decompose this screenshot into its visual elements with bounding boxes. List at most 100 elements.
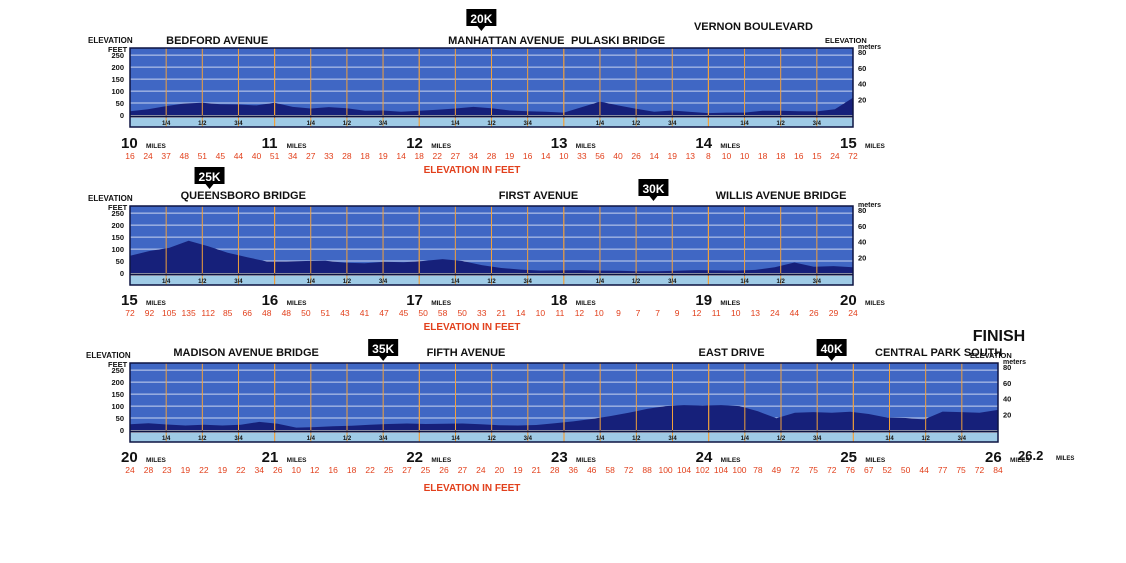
elevation-value: 72 xyxy=(790,465,800,475)
elevation-value: 41 xyxy=(360,308,370,318)
quarter-mile-label: 3/4 xyxy=(813,279,822,285)
quarter-mile-label: 1/4 xyxy=(451,279,460,285)
miles-word: MILES xyxy=(146,300,167,307)
y-tick-meters: 60 xyxy=(1003,379,1011,388)
elevation-value: 34 xyxy=(469,151,479,161)
quarter-mile-label: 1/4 xyxy=(741,436,750,442)
quarter-mile-label: 1/2 xyxy=(632,121,641,127)
finish-label: FINISH xyxy=(973,328,1025,345)
y-tick-feet: 250 xyxy=(111,51,124,60)
quarter-mile-label: 1/4 xyxy=(307,436,316,442)
elevation-value: 14 xyxy=(649,151,659,161)
elevation-value: 27 xyxy=(306,151,316,161)
elevation-value: 43 xyxy=(340,308,350,318)
elevation-value: 72 xyxy=(848,151,858,161)
y-tick-meters: 40 xyxy=(858,238,866,247)
elevation-value: 44 xyxy=(234,151,244,161)
elevation-value: 66 xyxy=(243,308,253,318)
y-tick-feet: 150 xyxy=(111,390,124,399)
elevation-value: 20 xyxy=(495,465,505,475)
elevation-value: 51 xyxy=(198,151,208,161)
elevation-value: 34 xyxy=(288,151,298,161)
elevation-value: 10 xyxy=(722,151,732,161)
place-label: CENTRAL PARK SOUTH xyxy=(875,347,1002,359)
miles-word-final: MILES xyxy=(1056,456,1074,462)
km-marker: 35K xyxy=(372,342,394,356)
quarter-mile-label: 1/4 xyxy=(596,436,605,442)
quarter-mile-label: 3/4 xyxy=(379,121,388,127)
km-marker-bg xyxy=(194,167,225,184)
elevation-value: 26 xyxy=(273,465,283,475)
y-tick-meters: 20 xyxy=(1003,410,1011,419)
elevation-value: 46 xyxy=(587,465,597,475)
mile-number: 12 xyxy=(406,135,423,152)
elevation-value: 84 xyxy=(993,465,1003,475)
y-tick-feet: 200 xyxy=(111,63,124,72)
mile-number: 23 xyxy=(551,449,568,466)
elevation-value: 14 xyxy=(396,151,406,161)
quarter-mile-label: 1/4 xyxy=(451,436,460,442)
place-label: MADISON AVENUE BRIDGE xyxy=(173,347,318,359)
elevation-value: 48 xyxy=(282,308,292,318)
elevation-value: 56 xyxy=(595,151,605,161)
quarter-mile-label: 1/4 xyxy=(740,279,749,285)
quarter-mile-label: 3/4 xyxy=(379,279,388,285)
elevation-value: 51 xyxy=(270,151,280,161)
quarter-mile-label: 1/2 xyxy=(777,279,786,285)
quarter-mile-label: 1/4 xyxy=(307,121,316,127)
elevation-value: 29 xyxy=(829,308,839,318)
elevation-value: 77 xyxy=(938,465,948,475)
quarter-mile-label: 1/4 xyxy=(451,121,460,127)
elevation-value: 51 xyxy=(321,308,331,318)
y-tick-feet: 200 xyxy=(111,221,124,230)
elevation-value: 40 xyxy=(252,151,262,161)
elevation-value: 27 xyxy=(451,151,461,161)
y-tick-feet: 250 xyxy=(111,209,124,218)
elevation-value: 58 xyxy=(438,308,448,318)
quarter-mile-label: 1/4 xyxy=(596,279,605,285)
elevation-value: 72 xyxy=(975,465,985,475)
elevation-value: 92 xyxy=(145,308,155,318)
y-tick-meters: 80 xyxy=(858,48,866,57)
miles-word: MILES xyxy=(431,143,452,150)
quarter-mile-label: 1/4 xyxy=(740,121,749,127)
quarter-mile-label: 1/2 xyxy=(198,121,207,127)
y-tick-meters: 60 xyxy=(858,64,866,73)
elevation-value: 18 xyxy=(360,151,370,161)
elevation-value: 24 xyxy=(770,308,780,318)
mile-number: 26 xyxy=(985,449,1002,466)
y-axis-title-elevation: ELEVATION xyxy=(88,194,133,203)
quarter-mile-label: 1/4 xyxy=(162,279,171,285)
elevation-value: 10 xyxy=(536,308,546,318)
km-marker-bg xyxy=(368,339,399,356)
y-tick-meters: 40 xyxy=(1003,395,1011,404)
elevation-value: 16 xyxy=(125,151,135,161)
elevation-value: 19 xyxy=(378,151,388,161)
miles-word: MILES xyxy=(865,300,886,307)
mile-number: 16 xyxy=(262,292,279,309)
quarter-mile-label: 1/2 xyxy=(777,121,786,127)
elevation-value: 10 xyxy=(291,465,301,475)
elevation-value: 112 xyxy=(201,308,215,318)
mile-number: 18 xyxy=(551,292,568,309)
elevation-value: 58 xyxy=(605,465,615,475)
miles-word: MILES xyxy=(146,457,167,464)
km-marker-pointer xyxy=(477,26,486,31)
quarter-mile-label: 3/4 xyxy=(234,121,243,127)
quarter-mile-label: 1/4 xyxy=(596,121,605,127)
y-axis-title-meters: meters xyxy=(1003,359,1026,366)
elevation-value: 14 xyxy=(516,308,526,318)
y-tick-meters: 60 xyxy=(858,222,866,231)
mile-number-final: 26.2 xyxy=(1018,448,1043,463)
y-tick-feet: 150 xyxy=(111,233,124,242)
mile-number: 20 xyxy=(840,292,857,309)
miles-word: MILES xyxy=(865,457,886,464)
panel-frame xyxy=(129,47,854,128)
quarter-mile-label: 1/2 xyxy=(487,121,496,127)
elevation-value: 11 xyxy=(555,308,564,318)
elevation-value: 24 xyxy=(143,151,153,161)
elevation-value: 52 xyxy=(882,465,892,475)
elevation-value: 37 xyxy=(161,151,171,161)
elevation-value: 10 xyxy=(594,308,604,318)
y-tick-feet: 100 xyxy=(111,87,124,96)
